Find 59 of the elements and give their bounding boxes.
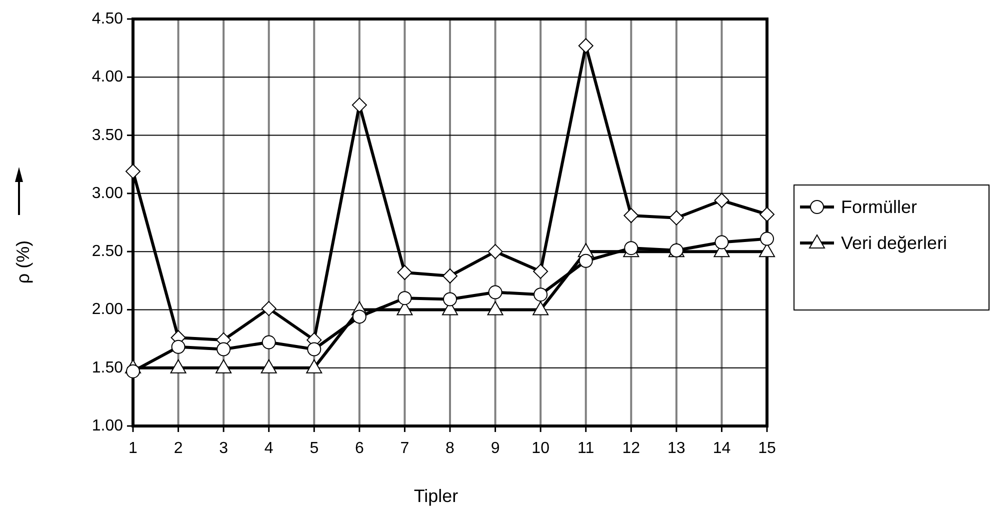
point (714, 192, 730, 208)
point (533, 264, 548, 279)
x-tick-label: 2 (174, 440, 183, 457)
point (442, 268, 458, 284)
legend-label: Veri değerleri (841, 233, 948, 253)
point (534, 288, 548, 302)
point (261, 301, 276, 316)
point (170, 359, 186, 374)
point (126, 164, 140, 179)
point (260, 359, 277, 374)
point (216, 342, 231, 356)
y-tick-label: 2.00 (92, 301, 124, 318)
point (171, 340, 186, 354)
x-tick-label: 7 (400, 440, 410, 457)
y-tick-label: 3.00 (92, 184, 124, 202)
point (307, 342, 322, 356)
x-tick-label: 3 (219, 440, 228, 457)
point (669, 243, 684, 258)
point (488, 244, 503, 260)
point (126, 364, 140, 378)
point (397, 265, 412, 280)
y-tick-label: 3.50 (92, 126, 124, 144)
point (398, 291, 412, 306)
y-tick-label: 4.00 (92, 68, 124, 86)
y-axis-title: ρ (%) (13, 240, 33, 284)
x-tick-label: 15 (758, 440, 776, 457)
legend-label: Formüller (841, 197, 918, 217)
x-tick-label: 12 (622, 440, 640, 457)
point (306, 359, 322, 374)
x-tick-label: 8 (446, 440, 455, 457)
x-tick-label: 4 (264, 440, 274, 457)
point (578, 38, 594, 54)
point (216, 359, 232, 374)
x-tick-label: 6 (354, 440, 364, 457)
x-tick-label: 11 (578, 440, 594, 457)
x-tick-label: 1 (128, 440, 138, 457)
x-axis-title: Tipler (414, 486, 458, 506)
y-tick-label: 2.50 (92, 243, 124, 260)
point (760, 206, 774, 222)
point (487, 301, 504, 316)
x-tick-label: 13 (668, 440, 686, 457)
y-tick-label: 1.00 (92, 418, 124, 434)
point (352, 310, 366, 324)
point (532, 301, 549, 316)
point (488, 285, 502, 300)
x-tick-label: 10 (532, 440, 550, 457)
x-tick-label: 5 (310, 440, 319, 457)
point (624, 208, 639, 224)
point (714, 235, 729, 250)
point (262, 335, 276, 350)
y-tick-label: 4.50 (92, 10, 124, 28)
point (443, 292, 457, 306)
x-tick-label: 9 (490, 440, 500, 457)
x-tick-label: 14 (712, 440, 731, 457)
y-tick-label: 1.50 (92, 359, 124, 376)
point (668, 210, 684, 226)
point (578, 254, 593, 268)
point (760, 232, 774, 246)
point (352, 98, 367, 113)
